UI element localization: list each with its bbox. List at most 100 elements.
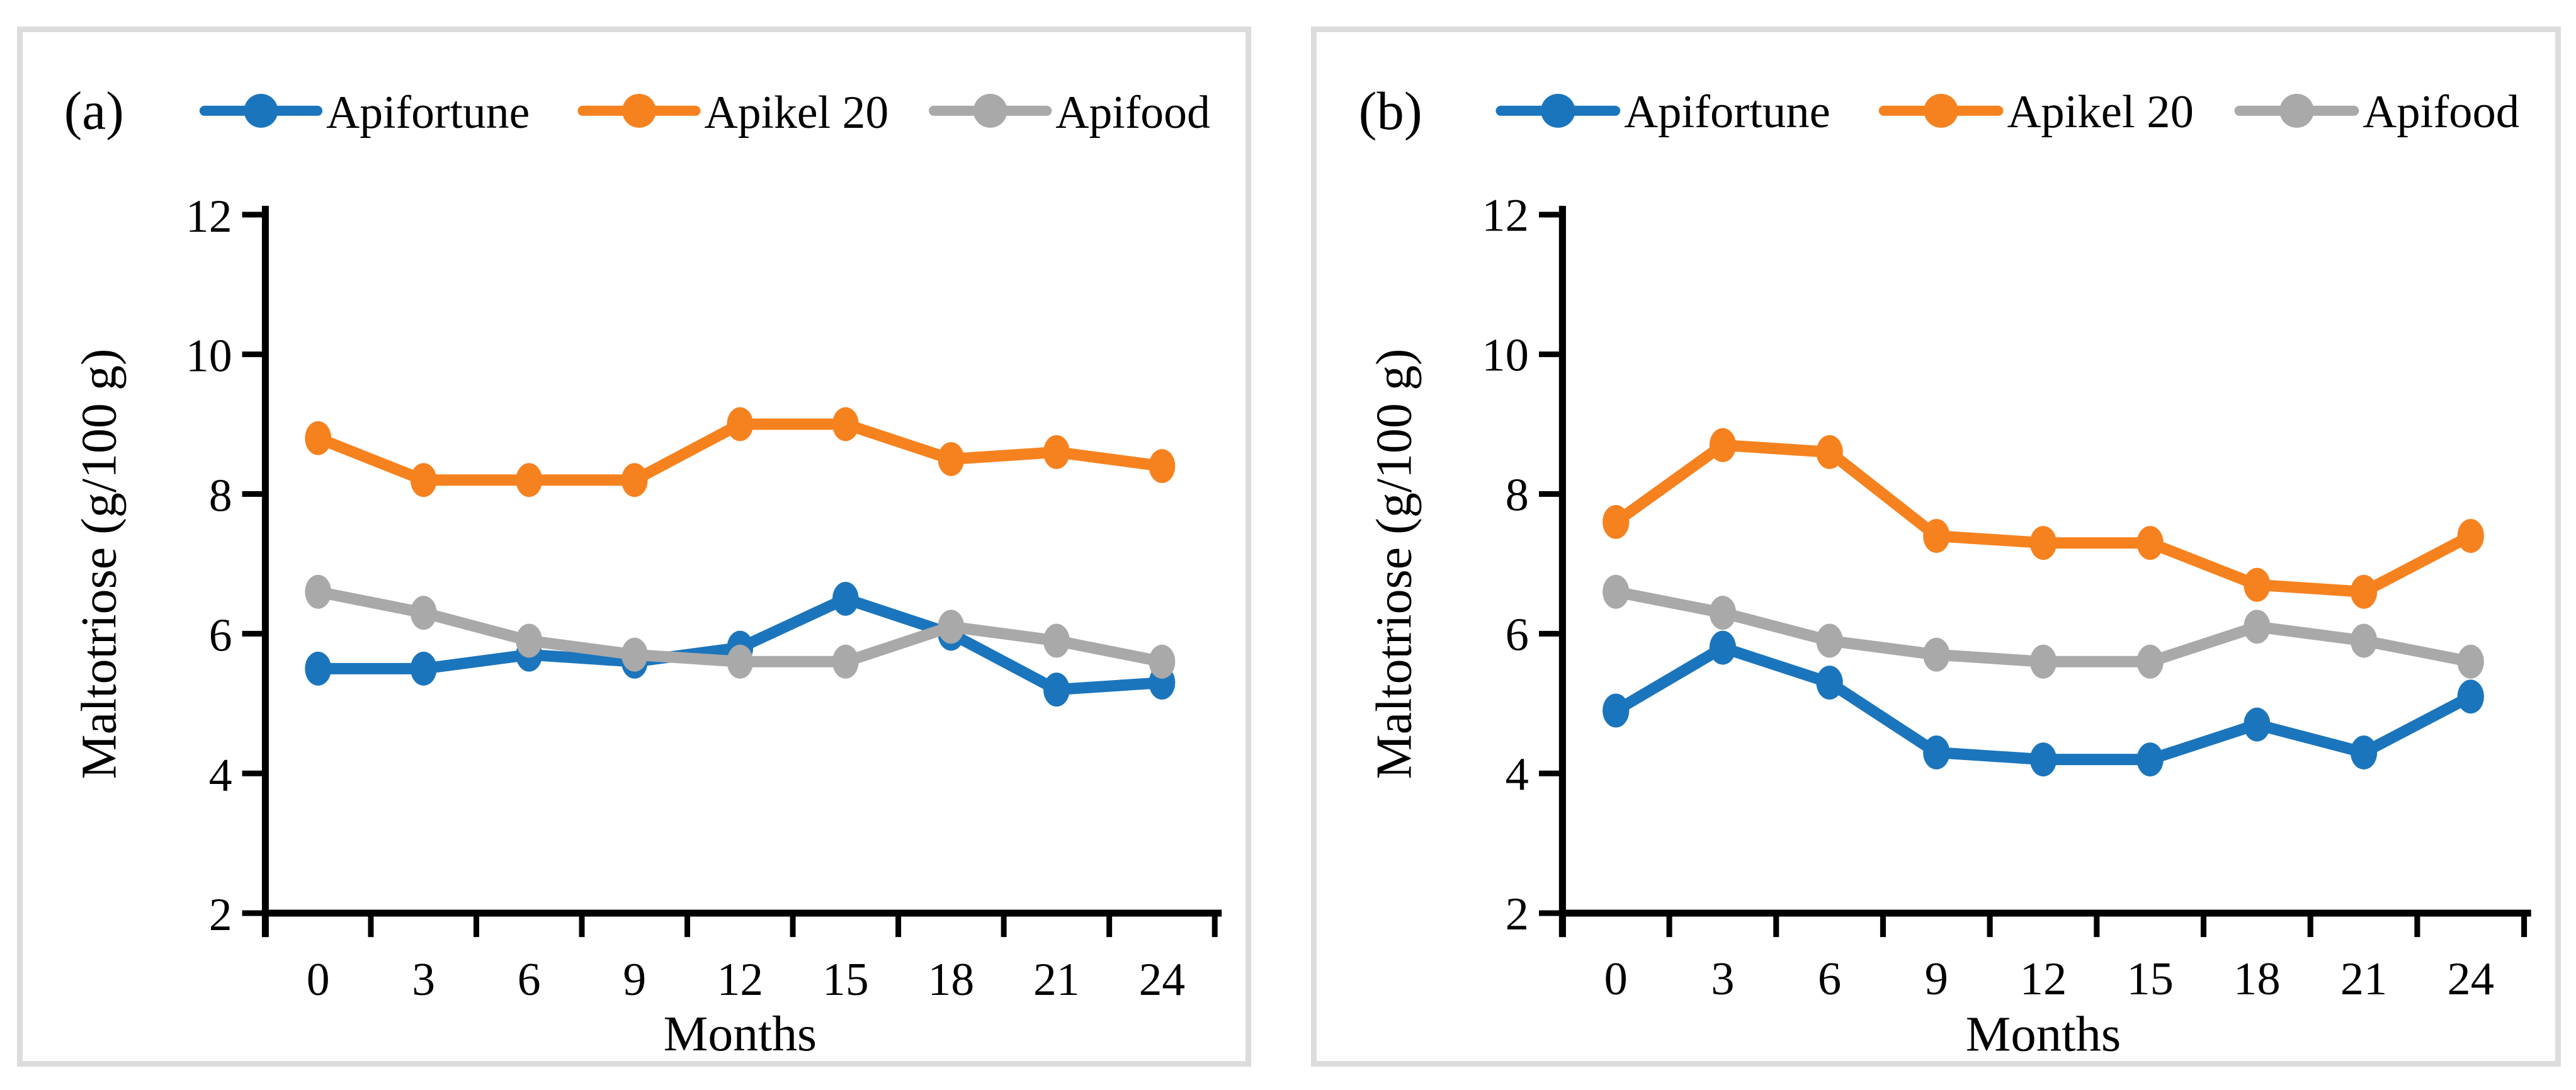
- x-axis-title: Months: [664, 1006, 817, 1061]
- data-point-apifortune-m15: [832, 581, 859, 616]
- data-point-apikel-20-m24: [2457, 519, 2484, 554]
- data-point-apikel-20-m9: [621, 463, 648, 497]
- data-point-apifood-m18: [2244, 610, 2271, 644]
- data-point-apifortune-m21: [2350, 735, 2378, 769]
- data-point-apifortune-m18: [2244, 707, 2271, 742]
- legend-label: Apikel 20: [2007, 86, 2193, 138]
- x-tick-label: 24: [1139, 953, 1186, 1005]
- x-tick-label: 9: [623, 953, 646, 1005]
- x-tick-label: 24: [2447, 953, 2494, 1005]
- data-point-apifood-m9: [1923, 637, 1950, 672]
- y-tick-label: 10: [1482, 330, 1529, 382]
- data-point-apifood-m15: [832, 644, 859, 679]
- data-point-apifortune-m0: [305, 651, 332, 686]
- x-tick-label: 21: [1033, 953, 1080, 1005]
- legend-item-apikel-20: Apikel 20: [1878, 86, 2194, 138]
- data-point-apifood-m3: [1709, 596, 1737, 630]
- data-point-apikel-20-m18: [938, 442, 965, 477]
- legend-label: Apifood: [1055, 86, 1210, 138]
- y-tick-label: 4: [1506, 749, 1529, 800]
- legend-marker-dot: [973, 93, 1007, 128]
- x-tick-label: 12: [717, 953, 763, 1005]
- x-tick-label: 6: [518, 953, 541, 1005]
- data-point-apifood-m24: [1149, 644, 1176, 679]
- legend-item-apifood: Apifood: [929, 86, 1210, 138]
- data-point-apikel-20-m3: [410, 463, 437, 497]
- data-point-apifood-m18: [938, 610, 965, 644]
- chart-panel-b: (b) Apifortune Apikel 20 Apifood 2 4 6 8 10 12 0 3 6…: [1311, 26, 2561, 1067]
- legend-marker-dot: [1924, 93, 1958, 128]
- x-tick-label: 12: [2020, 953, 2067, 1005]
- data-point-apifood-m6: [1816, 623, 1843, 658]
- x-tick-label: 9: [1925, 953, 1948, 1005]
- legend-item-apifortune: Apifortune: [199, 86, 530, 138]
- data-point-apifood-m0: [305, 574, 332, 609]
- legend-label: Apikel 20: [705, 86, 889, 138]
- legend-label: Apifood: [2363, 86, 2519, 138]
- data-point-apifood-m3: [410, 596, 437, 630]
- y-axis-title: Maltotriose (g/100 g): [1366, 349, 1422, 780]
- y-tick-label: 12: [186, 190, 232, 242]
- data-point-apifortune-m15: [2136, 742, 2164, 777]
- data-point-apifortune-m24: [2457, 679, 2484, 714]
- data-point-apikel-20-m0: [305, 421, 332, 455]
- data-point-apikel-20-m18: [2244, 567, 2271, 602]
- x-tick-label: 18: [2233, 953, 2281, 1005]
- data-point-apikel-20-m12: [727, 407, 754, 441]
- data-point-apikel-20-m15: [2136, 526, 2164, 560]
- y-axis-title: Maltotriose (g/100 g): [72, 349, 127, 780]
- x-tick-label: 6: [1818, 953, 1841, 1005]
- panel-label: (a): [64, 81, 124, 140]
- x-tick-label: 3: [1711, 953, 1734, 1005]
- legend-marker-dot: [1541, 93, 1575, 128]
- data-point-apikel-20-m6: [1816, 435, 1843, 469]
- legend-label: Apifortune: [1624, 86, 1830, 138]
- data-point-apifortune-m9: [1923, 735, 1950, 769]
- x-tick-label: 15: [822, 953, 869, 1005]
- data-point-apifortune-m3: [410, 651, 437, 686]
- x-tick-label: 0: [307, 953, 330, 1005]
- data-point-apifood-m12: [2029, 644, 2057, 679]
- data-point-apifortune-m3: [1709, 630, 1737, 665]
- data-point-apifortune-m21: [1043, 673, 1070, 707]
- legend-item-apikel-20: Apikel 20: [577, 86, 889, 138]
- y-tick-label: 10: [186, 330, 232, 382]
- data-point-apikel-20-m21: [2350, 574, 2378, 609]
- legend-item-apifood: Apifood: [2234, 86, 2519, 138]
- y-tick-label: 12: [1482, 190, 1529, 242]
- chart-panel-a: (a) Apifortune Apikel 20 Apifood 2 4 6 8 10 12 0 3 6…: [17, 26, 1251, 1067]
- x-axis-title: Months: [1966, 1006, 2121, 1061]
- legend-marker-dot: [2279, 93, 2314, 128]
- data-point-apikel-20-m3: [1709, 428, 1737, 462]
- legend-marker-dot: [244, 93, 278, 128]
- data-point-apikel-20-m24: [1149, 449, 1176, 484]
- y-tick-label: 2: [1506, 888, 1529, 940]
- data-point-apikel-20-m9: [1923, 519, 1950, 554]
- data-point-apikel-20-m21: [1043, 435, 1070, 469]
- y-tick-label: 4: [209, 749, 232, 800]
- y-tick-label: 8: [1506, 470, 1529, 521]
- y-tick-label: 6: [209, 609, 232, 661]
- data-point-apifood-m12: [727, 644, 754, 679]
- data-point-apifood-m15: [2136, 644, 2164, 679]
- panel-label: (b): [1359, 81, 1422, 141]
- legend-item-apifortune: Apifortune: [1495, 86, 1830, 138]
- x-tick-label: 0: [1604, 953, 1628, 1005]
- y-tick-label: 2: [209, 888, 232, 940]
- data-point-apikel-20-m12: [2029, 526, 2057, 560]
- y-tick-label: 6: [1506, 610, 1529, 661]
- x-tick-label: 21: [2341, 953, 2388, 1005]
- data-point-apifortune-m6: [1816, 666, 1843, 700]
- x-tick-label: 3: [412, 953, 435, 1005]
- data-point-apikel-20-m6: [516, 463, 543, 497]
- data-point-apifood-m0: [1603, 574, 1630, 609]
- data-point-apifood-m24: [2457, 644, 2484, 679]
- data-point-apifortune-m0: [1603, 693, 1630, 728]
- series-line-apikel-20: [1610, 439, 2477, 598]
- legend-label: Apifortune: [326, 86, 530, 138]
- data-point-apikel-20-m0: [1603, 504, 1630, 539]
- data-point-apikel-20-m15: [832, 407, 859, 441]
